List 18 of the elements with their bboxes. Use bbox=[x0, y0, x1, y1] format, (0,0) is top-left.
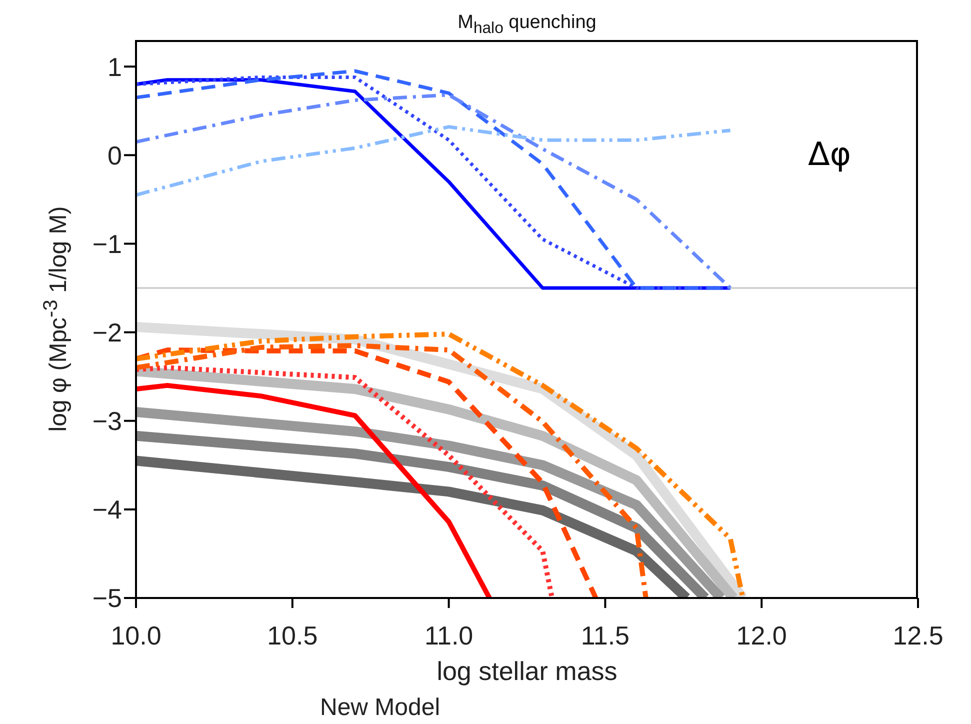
x-tick-label: 12.5 bbox=[892, 620, 944, 650]
annotation: Δφ bbox=[808, 135, 851, 173]
x-tick-label: 11.0 bbox=[424, 620, 474, 650]
y-tick-label: −4 bbox=[92, 494, 122, 525]
line-series bbox=[136, 125, 732, 197]
y-tick-label: 0 bbox=[108, 140, 122, 170]
y-tick-label: −3 bbox=[92, 406, 122, 436]
y-tick-label: −2 bbox=[92, 318, 122, 348]
x-axis-title: log stellar mass bbox=[436, 656, 618, 687]
text: New Model bbox=[320, 694, 440, 722]
x-tick-label: 10.0 bbox=[110, 620, 162, 650]
x-tick-label: 10.5 bbox=[267, 620, 318, 650]
y-tick-label: −1 bbox=[92, 228, 122, 259]
y-tick-label: −5 bbox=[92, 583, 122, 614]
y-tick-label: 1 bbox=[108, 52, 122, 82]
x-tick-label: 12.0 bbox=[736, 620, 787, 650]
chart-title: M$_{halo}$ quenching bbox=[456, 12, 598, 38]
x-tick-label: 11.5 bbox=[580, 620, 630, 650]
